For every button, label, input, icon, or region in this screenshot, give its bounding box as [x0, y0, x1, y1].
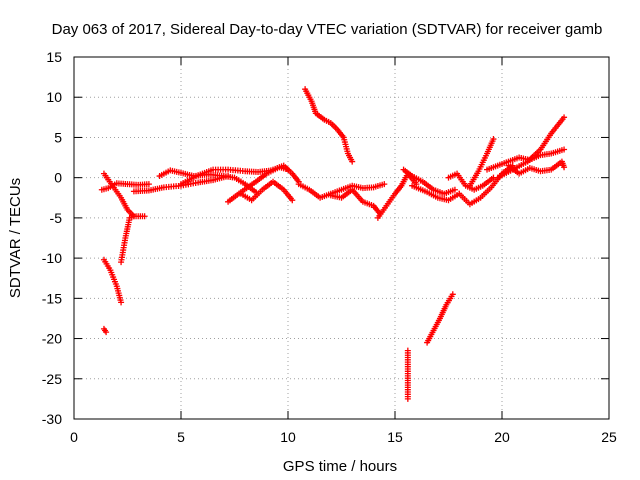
series-arc-9	[225, 164, 291, 205]
x-tick-label: 10	[280, 429, 296, 445]
data-point	[451, 186, 458, 193]
data-points	[98, 86, 568, 402]
series-arc-13	[327, 186, 384, 217]
series-arc-12	[302, 86, 356, 165]
x-tick-label: 0	[70, 429, 78, 445]
data-point	[349, 158, 356, 165]
data-point	[490, 136, 497, 143]
data-point	[404, 395, 411, 402]
data-point	[561, 164, 568, 171]
series-arc-19	[445, 170, 497, 193]
data-point	[449, 291, 456, 298]
x-tick-label: 20	[494, 429, 510, 445]
data-point	[118, 299, 125, 306]
y-tick-label: 0	[54, 170, 62, 186]
data-point	[289, 197, 296, 204]
x-tick-labels: 0 5 10 15 20 25	[70, 429, 617, 445]
y-tick-label: 15	[46, 49, 62, 65]
data-point	[130, 213, 137, 220]
y-tick-label: -20	[42, 331, 62, 347]
series-arc-24	[494, 114, 568, 181]
data-point	[381, 181, 388, 188]
data-point	[252, 189, 259, 196]
series-arc-4	[100, 325, 110, 336]
series-arc-15	[400, 166, 458, 197]
y-tick-label: -10	[42, 250, 62, 266]
data-point	[561, 114, 568, 121]
data-point	[103, 329, 110, 336]
y-tick-label: -25	[42, 371, 62, 387]
series-arc-18	[424, 291, 456, 346]
plot-frame	[73, 56, 610, 420]
data-point	[561, 146, 568, 153]
y-tick-label: 5	[54, 129, 62, 145]
series-arc-21	[466, 136, 497, 189]
y-tick-label: 10	[46, 89, 62, 105]
series-arc-5	[118, 213, 137, 266]
chart-title: Day 063 of 2017, Sidereal Day-to-day VTE…	[52, 21, 603, 38]
series-arc-3	[100, 256, 125, 306]
y-tick-label: -15	[42, 290, 62, 306]
grid-lines	[74, 57, 609, 419]
series-arc-17	[404, 347, 411, 402]
x-tick-label: 5	[177, 429, 185, 445]
series-arc-10	[237, 178, 296, 204]
y-axis-label: SDTVAR / TECUs	[7, 178, 24, 298]
data-point	[141, 213, 148, 220]
x-axis-label: GPS time / hours	[283, 458, 397, 475]
data-point	[285, 166, 291, 173]
y-tick-labels: -30 -25 -20 -15 -10 -5 0 5 10 15	[42, 49, 62, 427]
data-point	[145, 181, 152, 188]
series-arc-6	[130, 173, 232, 195]
x-tick-label: 25	[601, 429, 617, 445]
y-tick-label: -30	[42, 411, 62, 427]
x-tick-label: 15	[387, 429, 403, 445]
y-tick-label: -5	[50, 210, 63, 226]
